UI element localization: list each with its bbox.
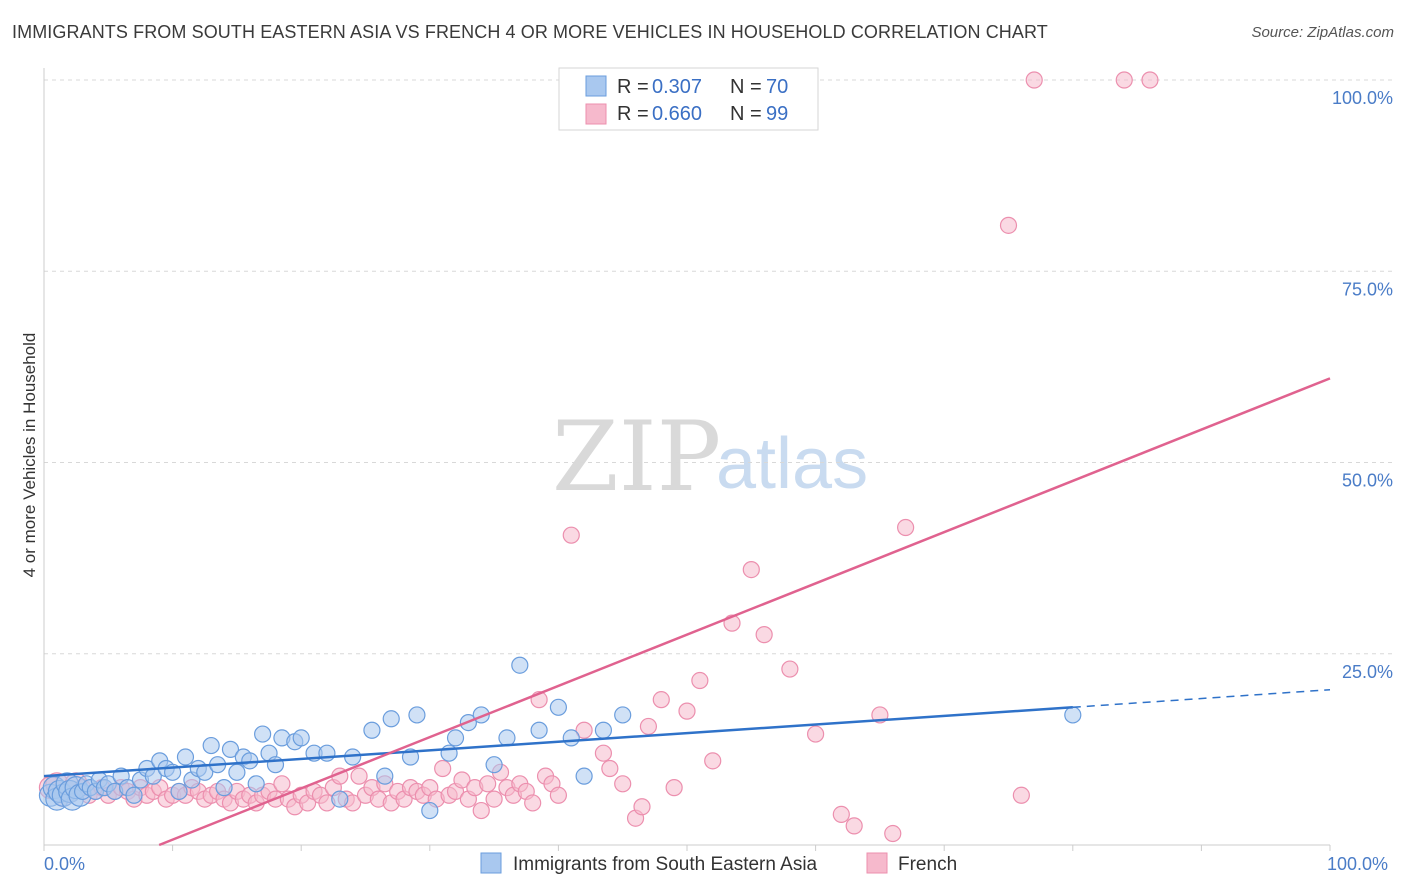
french-point-79 — [549, 786, 568, 804]
sea-point-65 — [562, 729, 580, 747]
sea-point-45 — [292, 729, 310, 747]
bottom-legend-swatch-blue — [480, 852, 502, 874]
x-tick-label-min: 0.0% — [44, 854, 85, 874]
y-tick-labels: 25.0% 50.0% 75.0% 100.0% — [1332, 88, 1393, 682]
french-point-84 — [614, 775, 632, 793]
sea-point-50 — [363, 721, 381, 739]
legend-n-value-2: 99 — [766, 103, 788, 125]
french-point-89 — [678, 702, 696, 720]
bottom-legend-label-french: French — [898, 854, 957, 875]
french-point-106 — [884, 824, 902, 843]
french-point-88 — [665, 779, 683, 797]
french-point-36 — [273, 775, 291, 793]
sea-point-61 — [498, 729, 516, 747]
french-point-64 — [453, 771, 471, 789]
sea-point-54 — [408, 706, 426, 724]
french-point-91 — [742, 560, 760, 579]
sea-point-48 — [331, 790, 349, 808]
y-tick-label-50: 50.0% — [1342, 471, 1393, 491]
sea-point-36 — [228, 763, 246, 781]
sea-point-39 — [247, 775, 265, 793]
bottom-legend-swatch-pink — [866, 852, 888, 874]
y-axis-label: 4 or more Vehicles in Household — [20, 333, 39, 578]
sea-point-62 — [511, 656, 529, 674]
legend-swatch-pink — [585, 103, 607, 125]
french-point-80 — [562, 526, 580, 544]
french-point-97 — [999, 216, 1018, 234]
french-point-92 — [755, 626, 773, 644]
sea-point-63 — [530, 721, 548, 739]
series-legend: Immigrants from South Eastern Asia Frenc… — [480, 852, 957, 875]
french-point-68 — [479, 775, 497, 793]
series-sea-points — [38, 656, 1082, 820]
y-tick-label-75: 75.0% — [1342, 279, 1393, 299]
source-credit: Source: ZipAtlas.com — [1251, 24, 1394, 41]
sea-point-57 — [446, 729, 465, 747]
trend-line-sea — [43, 706, 1073, 778]
sea-point-52 — [382, 710, 400, 728]
french-point-83 — [601, 759, 619, 778]
sea-point-69 — [1064, 706, 1082, 724]
trend-line-sea-extension — [1072, 688, 1331, 709]
legend-swatch-blue — [585, 75, 607, 97]
sea-point-35 — [221, 740, 240, 758]
french-point-94 — [806, 725, 825, 743]
trend-lines — [43, 377, 1331, 847]
sea-point-20 — [125, 786, 143, 804]
french-point-81 — [575, 721, 593, 739]
y-tick-label-100: 100.0% — [1332, 88, 1393, 108]
french-point-75 — [524, 794, 542, 812]
french-point-90 — [704, 752, 722, 770]
french-point-96 — [897, 518, 915, 537]
legend-r-label-2: R = — [617, 103, 649, 125]
legend-r-value-1: 0.307 — [652, 76, 702, 98]
sea-point-66 — [575, 767, 593, 785]
french-point-99 — [1025, 71, 1043, 89]
legend-r-label-1: R = — [617, 76, 649, 98]
y-tick-label-25: 25.0% — [1342, 662, 1393, 682]
french-point-107 — [633, 798, 651, 816]
french-point-82 — [594, 744, 613, 762]
french-point-67 — [472, 801, 490, 820]
bottom-legend-label-sea: Immigrants from South Eastern Asia — [513, 854, 818, 875]
watermark-atlas: atlas — [716, 424, 868, 504]
legend-n-value-1: 70 — [766, 76, 788, 98]
french-point-103 — [691, 671, 709, 690]
french-point-98 — [1012, 786, 1030, 804]
chart-title: IMMIGRANTS FROM SOUTH EASTERN ASIA VS FR… — [12, 22, 1048, 42]
french-point-105 — [845, 817, 863, 835]
sea-point-68 — [614, 706, 632, 724]
watermark-zip: ZIP — [552, 401, 721, 513]
x-tick-label-max: 100.0% — [1327, 854, 1388, 874]
french-point-86 — [639, 717, 658, 736]
sea-point-55 — [421, 801, 439, 820]
french-point-100 — [1115, 71, 1133, 89]
sea-point-64 — [549, 698, 568, 716]
french-point-101 — [1141, 71, 1159, 89]
sea-point-60 — [485, 756, 503, 774]
legend-n-label-1: N = — [730, 76, 762, 98]
sea-point-27 — [170, 782, 188, 801]
legend-r-value-2: 0.660 — [652, 103, 702, 125]
correlation-legend: R = 0.307 N = 70 R = 0.660 N = 99 — [558, 67, 819, 131]
sea-point-51 — [376, 767, 394, 785]
french-point-104 — [832, 805, 850, 824]
sea-point-28 — [176, 748, 195, 766]
french-point-61 — [434, 759, 452, 778]
french-point-69 — [485, 790, 503, 808]
french-point-93 — [781, 660, 799, 678]
sea-point-32 — [202, 736, 220, 755]
sea-point-34 — [215, 779, 233, 797]
grid-lines — [44, 79, 1392, 655]
sea-point-40 — [254, 725, 272, 743]
french-point-87 — [652, 691, 670, 709]
x-axis-ticks — [43, 845, 1331, 851]
french-point-48 — [350, 767, 368, 785]
trend-line-french — [158, 377, 1331, 847]
sea-point-67 — [594, 721, 613, 739]
legend-n-label-2: N = — [730, 103, 762, 125]
